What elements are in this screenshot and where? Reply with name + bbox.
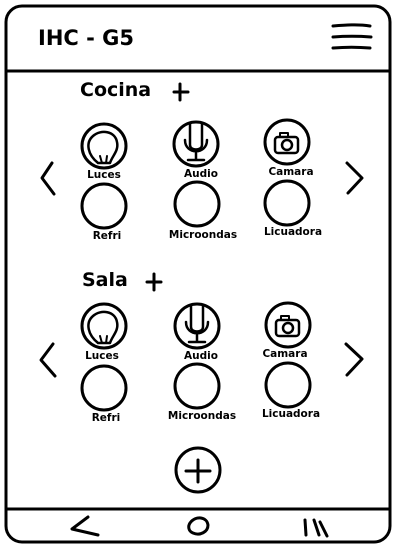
device-label-licuadora: Licuadora <box>263 226 323 238</box>
device-button-microondas-sala[interactable] <box>173 362 221 410</box>
room-title-cocina: Cocina <box>80 79 152 101</box>
prev-arrow-cocina-icon[interactable] <box>40 161 56 196</box>
lightbulb-icon[interactable] <box>80 302 128 350</box>
device-label-refri: Refri <box>92 230 122 242</box>
device-button-licuadora-cocina[interactable] <box>263 179 311 227</box>
hamburger-menu-icon[interactable] <box>331 23 373 50</box>
device-label-luces: Luces <box>85 350 119 362</box>
add-device-cocina-icon[interactable] <box>172 82 190 102</box>
prev-arrow-sala-icon[interactable] <box>39 342 57 378</box>
device-label-luces: Luces <box>87 169 121 181</box>
device-label-audio: Audio <box>184 350 218 362</box>
camera-icon[interactable] <box>264 301 312 349</box>
lightbulb-icon[interactable] <box>80 122 128 170</box>
device-label-licuadora: Licuadora <box>261 408 321 420</box>
device-button-refri-sala[interactable] <box>80 364 128 412</box>
device-button-refri-cocina[interactable] <box>80 182 128 230</box>
back-triangle-icon[interactable] <box>70 515 100 537</box>
next-arrow-sala-icon[interactable] <box>344 342 364 377</box>
device-label-camara: Camara <box>268 166 314 178</box>
home-circle-icon[interactable] <box>187 516 210 536</box>
device-button-microondas-cocina[interactable] <box>173 180 221 228</box>
device-button-licuadora-sala[interactable] <box>264 361 312 409</box>
microphone-icon[interactable] <box>172 120 220 168</box>
add-device-sala-icon[interactable] <box>145 272 163 292</box>
microphone-icon[interactable] <box>173 302 221 350</box>
recent-apps-icon[interactable] <box>303 518 329 538</box>
camera-icon[interactable] <box>263 118 311 166</box>
device-label-audio: Audio <box>184 168 218 180</box>
device-label-microondas: Microondas <box>168 229 238 241</box>
add-room-button[interactable] <box>174 446 222 494</box>
next-arrow-cocina-icon[interactable] <box>345 161 364 195</box>
room-title-sala: Sala <box>82 269 128 291</box>
device-label-microondas: Microondas <box>167 410 237 422</box>
phone-frame <box>4 4 392 544</box>
device-label-refri: Refri <box>91 412 121 424</box>
app-title: IHC - G5 <box>38 26 134 50</box>
device-label-camara: Camara <box>262 348 308 360</box>
